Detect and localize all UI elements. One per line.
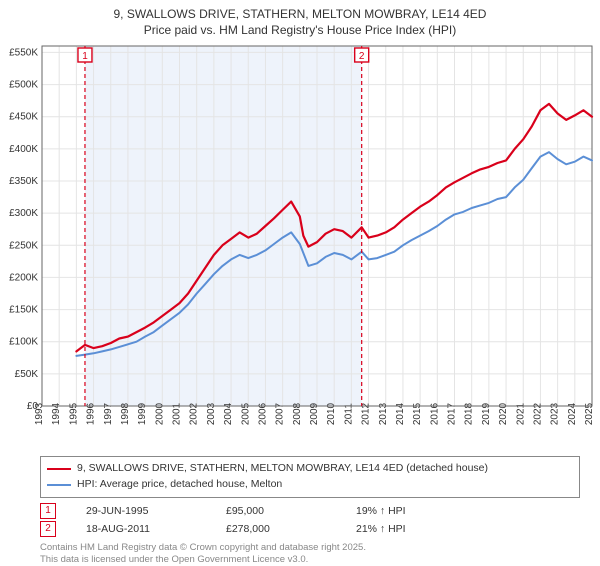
marker-price-2: £278,000 [226,523,326,535]
marker-row-1: 1 29-JUN-1995 £95,000 19% ↑ HPI [40,502,580,520]
svg-text:£300K: £300K [9,209,38,220]
footnote-line1: Contains HM Land Registry data © Crown c… [40,542,580,554]
legend-label-hpi: HPI: Average price, detached house, Melt… [77,477,282,493]
chart-title: 9, SWALLOWS DRIVE, STATHERN, MELTON MOWB… [0,0,600,40]
legend-label-property: 9, SWALLOWS DRIVE, STATHERN, MELTON MOWB… [77,461,488,477]
svg-text:£100K: £100K [9,337,38,348]
footnote: Contains HM Land Registry data © Crown c… [40,542,580,566]
marker-date-2: 18-AUG-2011 [86,523,196,535]
legend-swatch-property [47,468,71,470]
svg-text:1: 1 [82,51,88,62]
svg-text:2: 2 [359,51,365,62]
marker-badge-1: 1 [40,503,56,519]
marker-badge-2: 2 [40,521,56,537]
svg-text:£350K: £350K [9,176,38,187]
svg-text:£50K: £50K [15,369,39,380]
legend-row-hpi: HPI: Average price, detached house, Melt… [47,477,573,493]
marker-hpi-1: 19% ↑ HPI [356,505,456,517]
title-line2: Price paid vs. HM Land Registry's House … [0,22,600,38]
svg-text:£500K: £500K [9,80,38,91]
chart-svg: £0£50K£100K£150K£200K£250K£300K£350K£400… [0,40,600,450]
price-chart: £0£50K£100K£150K£200K£250K£300K£350K£400… [0,40,600,450]
svg-text:£550K: £550K [9,48,38,59]
svg-text:£400K: £400K [9,144,38,155]
svg-text:£150K: £150K [9,305,38,316]
marker-table: 1 29-JUN-1995 £95,000 19% ↑ HPI 2 18-AUG… [40,502,580,538]
title-line1: 9, SWALLOWS DRIVE, STATHERN, MELTON MOWB… [0,6,600,22]
marker-hpi-2: 21% ↑ HPI [356,523,456,535]
marker-row-2: 2 18-AUG-2011 £278,000 21% ↑ HPI [40,520,580,538]
svg-text:£450K: £450K [9,112,38,123]
legend: 9, SWALLOWS DRIVE, STATHERN, MELTON MOWB… [40,456,580,498]
svg-text:£250K: £250K [9,241,38,252]
svg-text:£200K: £200K [9,273,38,284]
legend-row-property: 9, SWALLOWS DRIVE, STATHERN, MELTON MOWB… [47,461,573,477]
legend-swatch-hpi [47,484,71,486]
marker-date-1: 29-JUN-1995 [86,505,196,517]
marker-price-1: £95,000 [226,505,326,517]
